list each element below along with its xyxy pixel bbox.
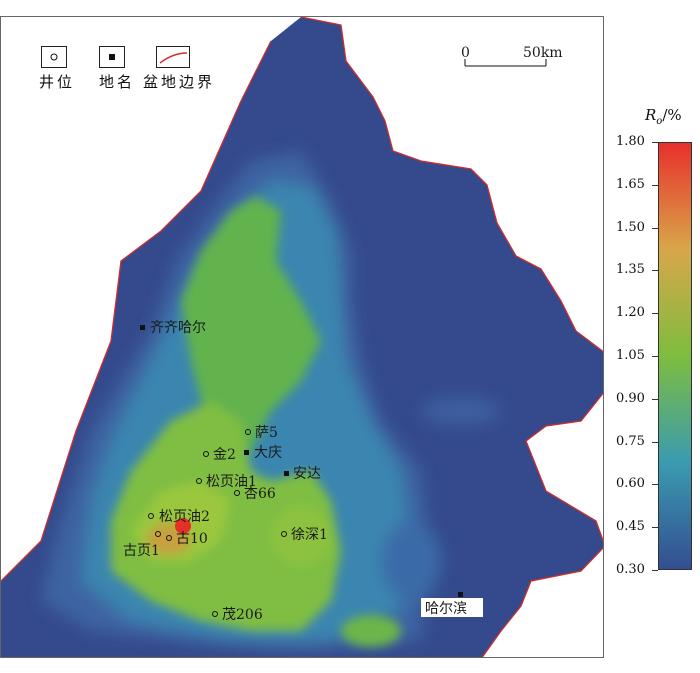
svg-text:松页油1: 松页油1 — [206, 474, 257, 490]
colorbar-title-symbol: R — [645, 106, 657, 124]
colorbar-tick-label: 1.05 — [616, 348, 645, 363]
well-songyeyou2: 松页油2 — [148, 509, 210, 525]
place-anda: 安达 — [284, 466, 321, 482]
colorbar-tick-label: 0.60 — [616, 476, 645, 492]
boundary-legend-symbol — [156, 46, 190, 68]
place-legend-label: 地名 — [99, 73, 136, 91]
svg-text:茂206: 茂206 — [222, 606, 263, 623]
boundary-legend-label: 盆地边界 — [143, 73, 216, 91]
place-daqing: 大庆 — [244, 445, 282, 461]
place-legend-symbol — [99, 46, 125, 68]
max-ro-spot — [175, 518, 191, 534]
svg-text:杏66: 杏66 — [244, 486, 276, 502]
colorbar-tick-mark — [652, 399, 658, 400]
colorbar-title-subscript: o — [656, 116, 663, 127]
svg-text:古10: 古10 — [176, 531, 208, 547]
colorbar-tick-mark — [652, 228, 658, 229]
colorbar-tick-mark — [652, 484, 658, 485]
colorbar-tick-mark — [652, 570, 658, 571]
colorbar-tick-label: 1.50 — [616, 219, 645, 235]
colorbar-tick-label: 1.20 — [616, 305, 645, 321]
colorbar-tick-mark — [652, 527, 658, 528]
colorbar-tick-mark — [652, 313, 658, 314]
colorbar-title: Ro/% — [645, 106, 682, 127]
colorbar-tick-label: 0.30 — [616, 562, 645, 577]
colorbar-tick-mark — [652, 442, 658, 443]
place-label: 安达 — [293, 466, 321, 482]
well-mao206: 茂206 — [212, 606, 263, 623]
place-qiqihaer: 齐齐哈尔 — [140, 320, 206, 336]
colorbar-tick-mark — [652, 185, 658, 186]
well-sa5: 萨5 — [245, 425, 278, 441]
place-label: 齐齐哈尔 — [150, 320, 206, 336]
svg-text:萨5: 萨5 — [255, 425, 278, 441]
svg-text:古页1: 古页1 — [123, 543, 160, 559]
colorbar-tick-label: 1.35 — [616, 262, 645, 278]
colorbar-tick-label: 1.80 — [616, 134, 645, 149]
colorbar-title-unit: /% — [662, 106, 682, 124]
well-songyeyou1: 松页油1 — [196, 474, 257, 490]
colorbar-tick-label: 0.90 — [616, 390, 645, 406]
colorbar-tick-mark — [652, 142, 658, 143]
svg-text:金2: 金2 — [213, 447, 236, 463]
well-legend-symbol — [41, 46, 67, 68]
place-label: 大庆 — [254, 445, 282, 461]
scale-zero: 0 — [461, 45, 470, 61]
colorbar-tick-label: 0.45 — [616, 519, 645, 535]
well-jin2: 金2 — [203, 447, 236, 463]
well-legend-label: 井位 — [39, 73, 76, 91]
well-gu10: 古10 — [166, 531, 208, 547]
basin-boundary — [300, 17, 603, 657]
colorbar-tick-mark — [652, 270, 658, 271]
well-xing66: 杏66 — [234, 486, 276, 502]
well-guye1: 古页1 — [123, 531, 161, 559]
map-frame: 齐齐哈尔 大庆 安达 哈尔滨 萨5 金2 松页油1 — [0, 16, 604, 658]
scale-bar: 0 50km — [461, 45, 563, 67]
place-label: 哈尔滨 — [425, 601, 467, 617]
svg-text:徐深1: 徐深1 — [291, 527, 328, 543]
colorbar-tick-mark — [652, 356, 658, 357]
svg-text:松页油2: 松页油2 — [159, 509, 210, 525]
scale-end: 50km — [523, 45, 563, 61]
colorbar-tick-label: 0.75 — [616, 433, 645, 449]
place-haerbin: 哈尔滨 — [421, 592, 483, 617]
colorbar — [658, 142, 692, 570]
colorbar-tick-label: 1.65 — [616, 176, 645, 192]
well-xushen1: 徐深1 — [281, 527, 328, 543]
basin-map: 齐齐哈尔 大庆 安达 哈尔滨 萨5 金2 松页油1 — [1, 17, 603, 657]
